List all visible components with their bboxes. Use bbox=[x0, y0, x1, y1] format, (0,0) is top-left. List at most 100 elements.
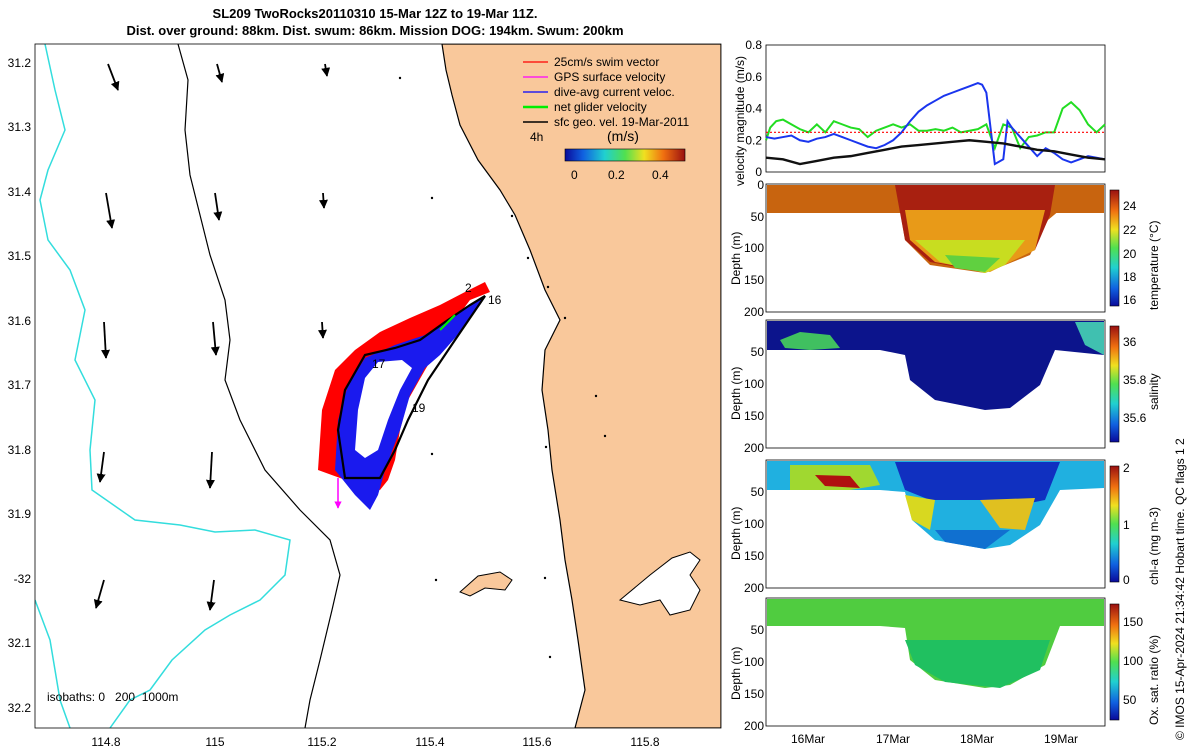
legend-label-sfc: sfc geo. vel. 19-Mar-2011 bbox=[554, 115, 690, 129]
ox-cbar-tick: 100 bbox=[1123, 654, 1143, 668]
map-y-tick: 31.9 bbox=[8, 507, 32, 521]
legend-item-swim: 25cm/s swim vector bbox=[523, 55, 659, 69]
sal-cbar-tick: 36 bbox=[1123, 335, 1137, 349]
map-x-tick: 115.2 bbox=[307, 735, 336, 749]
isobath-1000m bbox=[39, 44, 291, 728]
time-x-tick: 18Mar bbox=[960, 732, 994, 746]
velocity-series-line bbox=[765, 139, 1106, 166]
legend-label-gps: GPS surface velocity bbox=[554, 70, 665, 84]
temperature-depth-label: Depth (m) bbox=[729, 232, 743, 285]
map-y-tick: 31.8 bbox=[8, 443, 32, 457]
temperature-section: Depth (m) temperature (°C) bbox=[729, 183, 1161, 313]
legend-label-net: net glider velocity bbox=[554, 100, 647, 114]
map-legend: 25cm/s swim vector GPS surface velocity … bbox=[523, 55, 690, 182]
map-y-tick: 31.6 bbox=[8, 314, 32, 328]
legend-item-sfc: sfc geo. vel. 19-Mar-2011 bbox=[523, 115, 690, 129]
temp-depth-tick: 200 bbox=[744, 305, 764, 319]
velocity-y-tick: 0.8 bbox=[745, 38, 762, 52]
time-x-tick: 19Mar bbox=[1044, 732, 1078, 746]
map-x-tick: 115.4 bbox=[415, 735, 444, 749]
chl-depth-tick: 50 bbox=[751, 485, 765, 499]
ox-depth-tick: 200 bbox=[744, 719, 764, 733]
map-x-tick: 115 bbox=[205, 735, 224, 749]
map-title-line2: Dist. over ground: 88km. Dist. swum: 86k… bbox=[126, 23, 624, 38]
legend-label-current: dive-avg current veloc. bbox=[554, 85, 675, 99]
map-x-tick: 114.8 bbox=[91, 735, 120, 749]
chl-depth-tick: 150 bbox=[744, 549, 764, 563]
sal-depth-tick: 150 bbox=[744, 409, 764, 423]
time-x-axis: 16Mar 17Mar 18Mar 19Mar bbox=[791, 732, 1078, 746]
time-x-tick: 16Mar bbox=[791, 732, 825, 746]
sal-depth-tick: 200 bbox=[744, 441, 764, 455]
chl-depth-tick: 200 bbox=[744, 581, 764, 595]
map-y-tick: 32.2 bbox=[8, 701, 32, 715]
chl-cbar-tick: 0 bbox=[1123, 573, 1130, 587]
credit-line: © IMOS 15-Apr-2024 21:34:42 Hobart time.… bbox=[1173, 438, 1187, 740]
legend-label-swim: 25cm/s swim vector bbox=[554, 55, 659, 69]
land-area bbox=[441, 44, 721, 728]
map-panel: 2 16 17 19 25cm/s swim vector GPS surfac… bbox=[8, 43, 722, 749]
salinity-cbar-label: salinity bbox=[1147, 373, 1161, 410]
velocity-y-tick: 0 bbox=[755, 165, 762, 179]
velocity-y-tick: 0.6 bbox=[745, 70, 762, 84]
sal-depth-tick: 50 bbox=[751, 345, 765, 359]
ox-depth-tick: 50 bbox=[751, 623, 765, 637]
map-y-tick: -32 bbox=[14, 572, 32, 586]
island bbox=[459, 571, 513, 597]
ox-cbar-tick: 150 bbox=[1123, 615, 1143, 629]
map-x-axis: 114.8 115 115.2 115.4 115.6 115.8 bbox=[91, 735, 659, 749]
chl-cbar-tick: 1 bbox=[1123, 518, 1130, 532]
chl-depth-tick: 100 bbox=[744, 517, 764, 531]
oxygen-depth-label: Depth (m) bbox=[729, 647, 743, 700]
isobath-1000m-edge bbox=[35, 599, 71, 728]
estuary bbox=[618, 551, 701, 616]
temp-cbar-tick: 18 bbox=[1123, 270, 1137, 284]
colorbar-unit: (m/s) bbox=[607, 128, 639, 144]
reef-dots bbox=[398, 76, 607, 659]
map-y-axis: 31.2 31.3 31.4 31.5 31.6 31.7 31.8 31.9 … bbox=[8, 56, 32, 715]
velocity-y-tick: 0.4 bbox=[745, 102, 762, 116]
current-arrow-grid bbox=[93, 63, 331, 611]
isobath-label: isobaths: 0 200 1000m bbox=[47, 690, 178, 704]
velocity-panel: 0 0.2 0.4 0.6 0.8 velocity magnitude (m/s) bbox=[733, 38, 1106, 186]
net-velocity-arrow bbox=[439, 314, 456, 331]
map-x-tick: 115.8 bbox=[630, 735, 659, 749]
sal-depth-tick: 100 bbox=[744, 377, 764, 391]
temp-cbar-tick: 20 bbox=[1123, 247, 1137, 261]
velocity-series-line bbox=[765, 82, 1106, 166]
time-x-tick: 17Mar bbox=[876, 732, 910, 746]
map-y-tick: 31.5 bbox=[8, 249, 32, 263]
legend-item-gps: GPS surface velocity bbox=[523, 70, 665, 84]
salinity-section: Depth (m) salinity bbox=[729, 319, 1161, 449]
ox-depth-tick: 100 bbox=[744, 655, 764, 669]
colorbar-tick-2: 0.4 bbox=[652, 168, 669, 182]
temp-cbar-tick: 16 bbox=[1123, 293, 1137, 307]
velocity-ylabel: velocity magnitude (m/s) bbox=[733, 56, 747, 186]
section-colorbar-ticks: 24 22 20 18 16 36 35.8 35.6 2 1 0 150 10… bbox=[1123, 199, 1147, 707]
isobath-200m bbox=[177, 44, 341, 728]
map-y-tick: 31.7 bbox=[8, 378, 32, 392]
temp-depth-tick: 0 bbox=[757, 178, 764, 192]
velocity-y-axis: 0 0.2 0.4 0.6 0.8 bbox=[745, 38, 762, 179]
map-y-tick: 31.3 bbox=[8, 120, 32, 134]
salinity-depth-label: Depth (m) bbox=[729, 367, 743, 420]
day-label-16: 16 bbox=[488, 293, 502, 307]
salinity-field bbox=[767, 321, 1104, 410]
temp-cbar-tick: 24 bbox=[1123, 199, 1137, 213]
day-label-19: 19 bbox=[412, 401, 426, 415]
temp-depth-tick: 150 bbox=[744, 273, 764, 287]
ox-depth-tick: 150 bbox=[744, 687, 764, 701]
temp-depth-tick: 50 bbox=[751, 210, 765, 224]
track-interior bbox=[355, 360, 412, 458]
chl-cbar-tick: 2 bbox=[1123, 461, 1130, 475]
temp-depth-tick: 100 bbox=[744, 241, 764, 255]
interval-label: 4h bbox=[530, 130, 543, 144]
chlorophyll-cbar-label: chl-a (mg m-3) bbox=[1147, 507, 1161, 585]
temp-cbar-tick: 22 bbox=[1123, 223, 1137, 237]
legend-item-current: dive-avg current veloc. bbox=[523, 85, 675, 99]
map-y-tick: 32.1 bbox=[8, 636, 32, 650]
map-y-tick: 31.2 bbox=[8, 56, 32, 70]
depth-ticks: 0 50 100 150 200 50 100 150 200 50 100 1… bbox=[744, 178, 764, 733]
ox-cbar-tick: 50 bbox=[1123, 693, 1137, 707]
